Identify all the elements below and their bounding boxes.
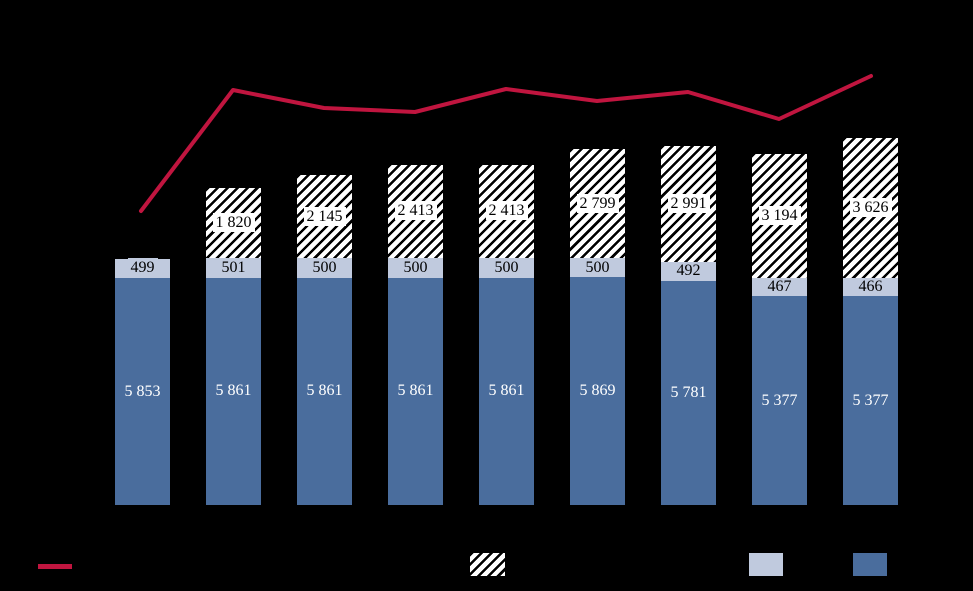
bar-5-bottom-solid-segment <box>479 277 534 505</box>
bar-1-bottom-solid-segment <box>115 277 170 505</box>
bar-6-bottom-solid-segment <box>570 277 625 505</box>
bar-7-bottom-solid-segment <box>661 280 716 505</box>
bar-8-bottom-solid-segment <box>752 296 807 505</box>
bar-2-bottom-solid-segment <box>206 277 261 505</box>
legend-swatch-hatched <box>470 553 505 576</box>
bar-4-bottom-solid-segment <box>388 277 443 505</box>
legend-swatch-line <box>38 564 72 569</box>
bar-9-bottom-solid-segment <box>843 296 898 505</box>
legend-swatch-light <box>749 553 783 576</box>
bar-3-bottom-solid-segment <box>297 277 352 505</box>
legend-swatch-dark <box>853 553 887 576</box>
trend-polyline <box>139 74 873 213</box>
